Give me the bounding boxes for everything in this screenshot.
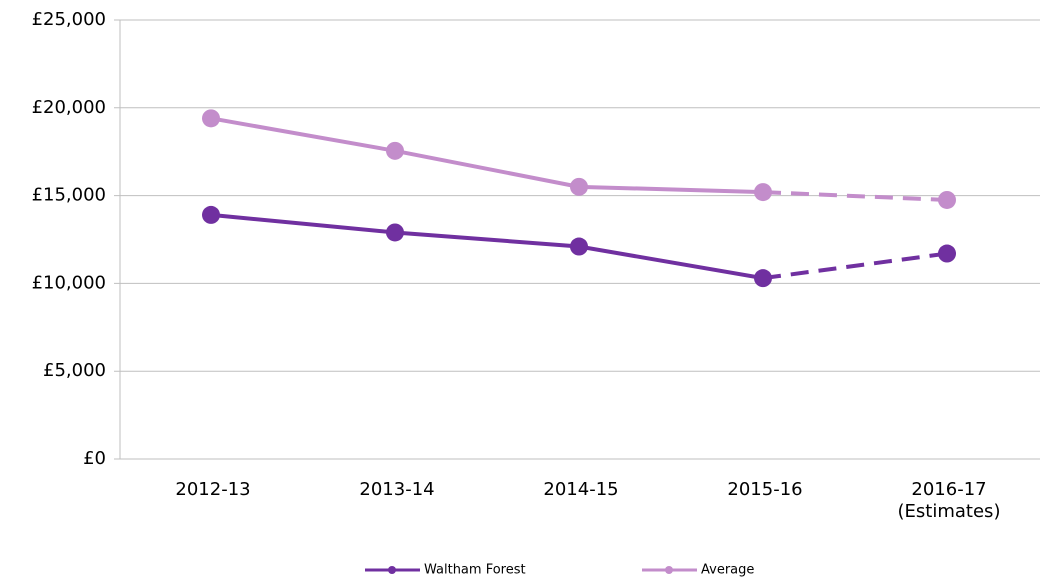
line — [210, 212, 764, 281]
x-tick-label: 2016-17 (Estimates) — [897, 479, 1001, 522]
marker — [386, 223, 404, 242]
marker — [754, 183, 772, 202]
y-tick-label: £5,000 — [43, 360, 106, 381]
y-tick-label: £10,000 — [32, 272, 106, 293]
marker — [938, 244, 956, 263]
x-tick-label: 2013-14 — [359, 479, 435, 500]
y-tick-label: £15,000 — [32, 185, 106, 206]
y-tick-label: £20,000 — [32, 97, 106, 118]
legend-label: Average — [701, 563, 754, 578]
legend-label: Waltham Forest — [424, 563, 526, 578]
marker — [202, 205, 220, 224]
marker — [754, 269, 772, 288]
line — [210, 116, 764, 195]
y-tick-label: £25,000 — [32, 9, 106, 30]
x-tick-label: 2012-13 — [175, 479, 251, 500]
marker — [570, 237, 588, 256]
y-tick-label: £0 — [83, 448, 106, 469]
legend-marker — [665, 566, 673, 574]
marker — [386, 141, 404, 160]
marker — [202, 109, 220, 128]
x-tick-label: 2014-15 — [543, 479, 619, 500]
marker — [570, 177, 588, 196]
marker — [938, 190, 956, 209]
line-estimate — [762, 190, 948, 202]
legend-marker — [388, 566, 396, 574]
x-tick-label: 2015-16 — [727, 479, 803, 500]
line-estimate — [762, 251, 948, 281]
